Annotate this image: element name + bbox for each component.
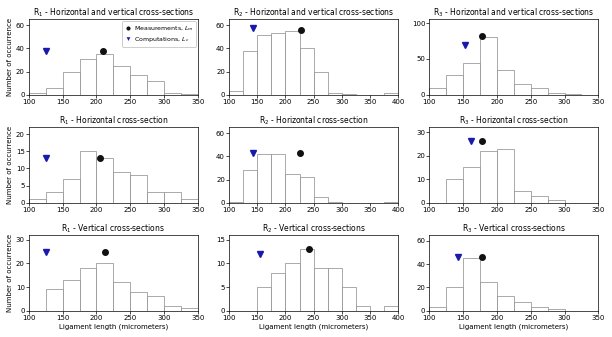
Bar bbox=[514, 191, 531, 203]
Legend: Measurements, $L_m$, Computations, $L_c$: Measurements, $L_m$, Computations, $L_c$ bbox=[122, 21, 196, 47]
Bar bbox=[147, 297, 164, 311]
Y-axis label: Number of occurrence: Number of occurrence bbox=[7, 126, 13, 204]
Bar bbox=[29, 93, 46, 95]
Bar bbox=[181, 308, 198, 311]
Bar bbox=[113, 66, 130, 95]
Bar bbox=[299, 249, 313, 311]
Bar bbox=[497, 296, 514, 311]
Bar bbox=[130, 75, 147, 95]
Bar bbox=[285, 31, 299, 95]
Bar bbox=[164, 192, 181, 203]
Bar bbox=[46, 88, 62, 95]
Bar bbox=[243, 51, 257, 95]
Bar bbox=[341, 287, 356, 311]
Bar bbox=[446, 287, 463, 311]
Bar bbox=[531, 307, 548, 311]
Bar bbox=[480, 151, 497, 203]
Bar bbox=[497, 149, 514, 203]
Bar bbox=[164, 93, 181, 95]
Bar bbox=[384, 93, 398, 95]
Bar bbox=[531, 88, 548, 95]
Bar bbox=[46, 289, 62, 311]
Bar bbox=[243, 170, 257, 203]
Bar bbox=[430, 88, 446, 95]
Bar bbox=[313, 197, 327, 203]
Title: R$_3$ - Horizontal and vertical cross-sections: R$_3$ - Horizontal and vertical cross-se… bbox=[433, 7, 595, 20]
Bar bbox=[430, 307, 446, 311]
Bar bbox=[299, 177, 313, 203]
Bar bbox=[271, 154, 285, 203]
Bar bbox=[548, 93, 565, 95]
X-axis label: Ligament length (micrometers): Ligament length (micrometers) bbox=[59, 324, 168, 330]
Title: R$_2$ - Horizontal and vertical cross-sections: R$_2$ - Horizontal and vertical cross-se… bbox=[233, 7, 394, 20]
Bar bbox=[514, 303, 531, 311]
Bar bbox=[62, 72, 80, 95]
Bar bbox=[229, 91, 243, 95]
Bar bbox=[271, 273, 285, 311]
Title: R$_1$ - Vertical cross-sections: R$_1$ - Vertical cross-sections bbox=[61, 223, 165, 235]
Bar bbox=[46, 192, 62, 203]
Title: R$_2$ - Vertical cross-sections: R$_2$ - Vertical cross-sections bbox=[262, 223, 365, 235]
Bar bbox=[480, 37, 497, 95]
Bar bbox=[531, 196, 548, 203]
Bar bbox=[80, 151, 97, 203]
Title: R$_3$ - Horizontal cross-section: R$_3$ - Horizontal cross-section bbox=[459, 115, 569, 127]
Bar bbox=[147, 192, 164, 203]
Bar bbox=[29, 199, 46, 203]
Bar bbox=[181, 199, 198, 203]
Bar bbox=[80, 268, 97, 311]
Title: R$_1$ - Horizontal cross-section: R$_1$ - Horizontal cross-section bbox=[59, 115, 168, 127]
Bar bbox=[62, 179, 80, 203]
Bar bbox=[257, 287, 271, 311]
Bar bbox=[97, 264, 113, 311]
X-axis label: Ligament length (micrometers): Ligament length (micrometers) bbox=[259, 324, 368, 330]
Bar bbox=[181, 94, 198, 95]
Bar bbox=[257, 154, 271, 203]
Bar bbox=[327, 93, 341, 95]
Bar bbox=[480, 282, 497, 311]
Bar bbox=[384, 306, 398, 311]
Bar bbox=[497, 70, 514, 95]
Bar bbox=[327, 268, 341, 311]
Y-axis label: Number of occurrence: Number of occurrence bbox=[7, 234, 13, 312]
Bar bbox=[548, 309, 565, 311]
Bar bbox=[327, 202, 341, 203]
Bar bbox=[62, 280, 80, 311]
Bar bbox=[565, 94, 581, 95]
Bar bbox=[285, 174, 299, 203]
Bar bbox=[113, 172, 130, 203]
Bar bbox=[97, 54, 113, 95]
Title: R$_3$ - Vertical cross-sections: R$_3$ - Vertical cross-sections bbox=[462, 223, 566, 235]
Bar bbox=[229, 202, 243, 203]
Bar bbox=[80, 59, 97, 95]
Bar bbox=[257, 34, 271, 95]
Bar bbox=[285, 264, 299, 311]
Title: R$_2$ - Horizontal cross-section: R$_2$ - Horizontal cross-section bbox=[259, 115, 368, 127]
Bar bbox=[130, 175, 147, 203]
Bar bbox=[463, 167, 480, 203]
Bar bbox=[313, 72, 327, 95]
Bar bbox=[548, 201, 565, 203]
Bar bbox=[299, 49, 313, 95]
Bar bbox=[356, 306, 370, 311]
Bar bbox=[463, 63, 480, 95]
X-axis label: Ligament length (micrometers): Ligament length (micrometers) bbox=[459, 324, 569, 330]
Bar bbox=[514, 84, 531, 95]
Bar bbox=[113, 282, 130, 311]
Bar bbox=[130, 292, 147, 311]
Bar bbox=[384, 202, 398, 203]
Bar bbox=[463, 258, 480, 311]
Y-axis label: Number of occurrence: Number of occurrence bbox=[7, 18, 13, 96]
Bar bbox=[313, 268, 327, 311]
Bar bbox=[164, 306, 181, 311]
Bar bbox=[271, 33, 285, 95]
Bar bbox=[97, 158, 113, 203]
Bar bbox=[446, 179, 463, 203]
Title: R$_1$ - Horizontal and vertical cross-sections: R$_1$ - Horizontal and vertical cross-se… bbox=[32, 7, 194, 20]
Bar bbox=[446, 75, 463, 95]
Bar bbox=[341, 94, 356, 95]
Bar bbox=[147, 81, 164, 95]
